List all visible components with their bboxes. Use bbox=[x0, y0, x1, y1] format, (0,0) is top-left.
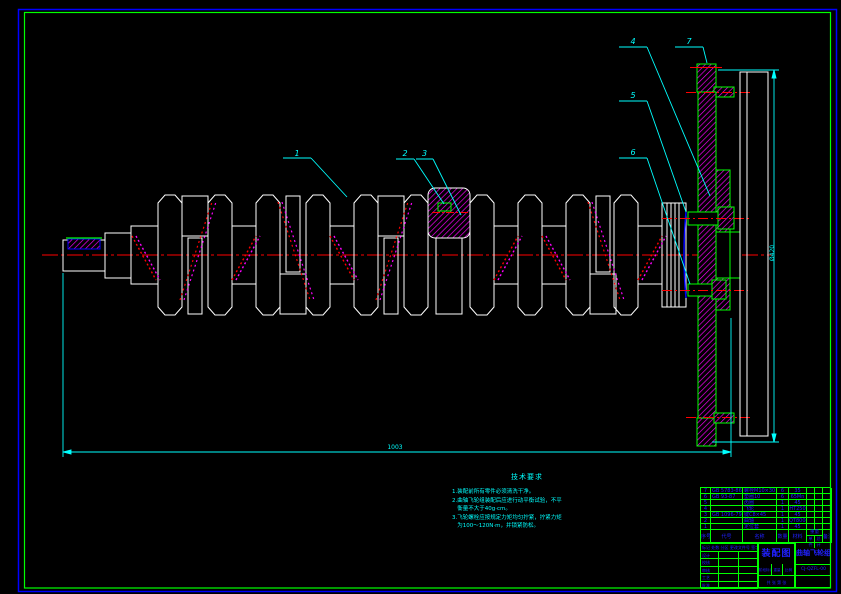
flywheel-bolt-lower bbox=[662, 279, 748, 300]
tech-req-title: 技术要求 bbox=[511, 473, 543, 481]
dimension-flywheel-diameter bbox=[712, 69, 779, 443]
keyway bbox=[66, 237, 102, 250]
balloon-2: 2 bbox=[402, 149, 407, 158]
flywheel-diameter-value: Ø420 bbox=[769, 245, 776, 261]
bom-header-weight: 重量 单件 总计 bbox=[807, 530, 823, 548]
sign-check: 校核 bbox=[701, 559, 719, 567]
bom-cell: 7 bbox=[701, 488, 711, 494]
sign-design: 设计 bbox=[701, 551, 719, 559]
title-right: 曲轴飞轮组 CJ-QZFL·00 bbox=[795, 543, 831, 588]
balloon-1: 1 bbox=[294, 149, 299, 158]
drawing-number: CJ-QZFL·00 bbox=[796, 565, 831, 576]
oil-seal bbox=[683, 211, 687, 299]
revision-header: 标记 处数 分区 更改文件号 签字 日期 bbox=[701, 544, 758, 552]
balloon-7: 7 bbox=[686, 37, 692, 46]
tech-req-line: 为100～120N·m，并锁紧防松。 bbox=[452, 523, 539, 529]
flywheel bbox=[662, 63, 769, 447]
weight-label: 重量 bbox=[772, 564, 783, 576]
scale-label: 比例 bbox=[783, 564, 795, 576]
sign-approve: 批准 bbox=[701, 581, 719, 589]
bom-header-name: 名称 bbox=[743, 530, 777, 543]
part-name: 曲轴飞轮组 bbox=[796, 543, 831, 565]
overall-length-value: 1003 bbox=[387, 444, 402, 451]
bom-header-remark: 备注 bbox=[823, 530, 832, 543]
balloon-3: 3 bbox=[422, 149, 427, 158]
bom-cell: 2 bbox=[701, 518, 711, 524]
revision-block: 标记 处数 分区 更改文件号 签字 日期 设计 校核 审核 工艺 批准 bbox=[700, 543, 758, 589]
crankshaft-outline bbox=[62, 194, 687, 316]
bom-cell: 5 bbox=[701, 500, 711, 506]
bom-cell: 4 bbox=[701, 506, 711, 512]
flywheel-bolt-upper bbox=[662, 206, 752, 230]
balloon-5: 5 bbox=[630, 91, 635, 100]
balloon-leaders bbox=[283, 46, 711, 285]
tech-req-line: 2.曲轴飞轮组装配后应进行动平衡试验，不平 bbox=[452, 497, 562, 504]
bom-cell: 6 bbox=[701, 494, 711, 500]
journal-oil-passages bbox=[131, 235, 667, 281]
stage-label: 阶段标记 bbox=[759, 564, 772, 576]
balloon-6: 6 bbox=[630, 148, 635, 157]
sign-process: 工艺 bbox=[701, 574, 719, 582]
tech-req-line: 衡量不大于40g·cm。 bbox=[452, 506, 511, 512]
sign-audit: 审核 bbox=[701, 566, 719, 574]
tech-req-line: 1.装配前所有零件必须清洗干净。 bbox=[452, 489, 535, 495]
sheet-count: 共 张 第 张 bbox=[766, 580, 787, 585]
pin-oil-passages bbox=[179, 201, 625, 301]
bom-header-code: 代号 bbox=[711, 530, 743, 543]
technical-requirements: 技术要求 1.装配前所有零件必须清洗干净。 2.曲轴飞轮组装配后应进行动平衡试验… bbox=[452, 472, 602, 531]
bom-header-qty: 数量 bbox=[777, 530, 789, 543]
bom-header-material: 材料 bbox=[789, 530, 807, 543]
tech-req-line: 3.飞轮螺栓应按规定力矩均匀拧紧，拧紧力矩 bbox=[452, 514, 562, 521]
dimension-overall-length bbox=[62, 273, 732, 457]
bom-header-no: 序号 bbox=[701, 530, 711, 543]
bom-cell: 3 bbox=[701, 512, 711, 518]
balloon-4: 4 bbox=[630, 37, 635, 46]
clutch-face bbox=[739, 71, 769, 437]
sheet-border-inner bbox=[23, 11, 832, 589]
drawing-type: 装配图 bbox=[761, 549, 792, 559]
sheet-border-outer bbox=[17, 8, 838, 593]
title-block-frame bbox=[700, 487, 831, 588]
crankpin-section bbox=[427, 187, 471, 315]
